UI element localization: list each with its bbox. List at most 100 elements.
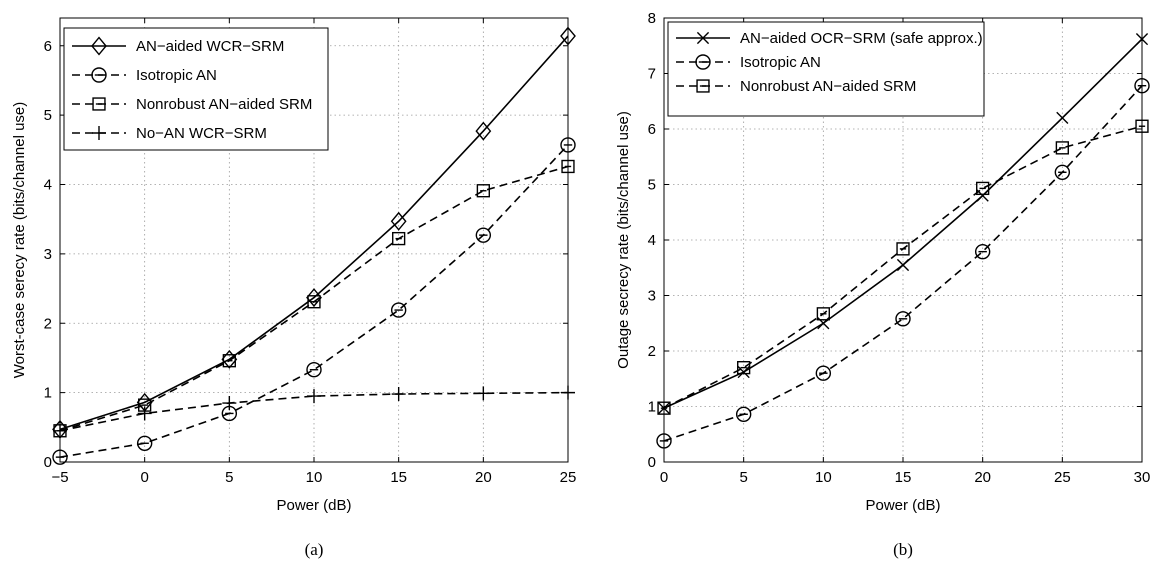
series-1-point [306, 288, 322, 308]
series-4-point-shape [476, 386, 491, 401]
series-4-point [307, 389, 321, 404]
series-4-point [137, 406, 152, 421]
series-1-point-shape [306, 288, 322, 308]
legend-label-4: No−AN WCR−SRM [136, 125, 267, 142]
y-tick-label: 5 [44, 107, 52, 124]
x-tick-label: 30 [1134, 469, 1151, 486]
legend-label-2: Isotropic AN [740, 54, 821, 71]
series-3-point [816, 307, 830, 321]
x-tick-label: 25 [560, 469, 577, 486]
series-2-point-shape [895, 311, 911, 327]
series-3-point-shape [392, 231, 406, 246]
series-1-point [1056, 111, 1069, 124]
series-1-point-shape [221, 349, 238, 369]
legend-box [63, 27, 329, 151]
series-3-point-shape [307, 295, 321, 309]
series-2-point [1054, 164, 1071, 180]
series-2-point-shape [735, 406, 752, 422]
legend-marker-3 [696, 79, 710, 93]
series-2-point-shape [390, 302, 407, 318]
series-3-point [307, 295, 321, 309]
y-tick-label: 4 [648, 232, 656, 249]
series-3-point-shape [476, 184, 490, 198]
legend: AN−aided WCR−SRM Isotropic AN Nonrobust AN… [63, 27, 329, 151]
legend-marker-1 [91, 36, 107, 56]
series-3-point [896, 242, 910, 256]
y-tick-label: 6 [648, 121, 656, 138]
series-4-point [476, 386, 491, 401]
series-4-point [222, 396, 237, 411]
series-3-point-shape [896, 242, 910, 256]
legend-marker-4-shape [92, 126, 106, 140]
legend-marker-2 [91, 67, 107, 83]
series-2-point-shape [475, 227, 492, 243]
series-1-point-shape [390, 211, 407, 231]
y-tick-label: 0 [648, 454, 656, 471]
x-tick-label: 5 [739, 469, 747, 486]
series-2-point [390, 302, 407, 318]
y-tick-label: 7 [648, 66, 656, 83]
series-1-point [737, 365, 750, 379]
y-tick-label: 1 [44, 385, 52, 402]
series-3-point [1055, 141, 1069, 155]
series-3-point [476, 184, 490, 198]
x-tick-label: 15 [390, 469, 407, 486]
series-3-point [737, 361, 751, 375]
series-3-point-shape [737, 361, 751, 375]
x-tick-label: 15 [895, 469, 912, 486]
series-2-point-shape [1054, 164, 1071, 180]
y-tick-label: 0 [44, 454, 52, 471]
chart-panel-b: 0 5 10 15 20 25 30 0 1 2 3 4 5 6 7 8 Power (dB) Outage … [615, 10, 1150, 559]
panel-label: (b) [893, 540, 913, 559]
series-1-point [390, 211, 407, 231]
series-2-point [306, 362, 322, 378]
series-3-point-shape [976, 181, 990, 196]
x-tick-label: 5 [225, 469, 233, 486]
y-tick-label: 4 [44, 177, 52, 194]
x-tick-label: 20 [974, 469, 991, 486]
series-4-point-shape [137, 406, 152, 421]
legend-label-3: Nonrobust AN−aided SRM [136, 96, 312, 113]
series-2-point [974, 243, 991, 260]
y-tick-label: 3 [44, 246, 52, 263]
series-3-point [392, 231, 406, 246]
series-3-point [222, 354, 236, 368]
x-axis-label: Power (dB) [865, 497, 940, 514]
series-3-point-shape [816, 307, 830, 321]
series-3-point [976, 181, 990, 196]
series-1-point-shape [737, 365, 750, 379]
x-tick-label: 10 [306, 469, 323, 486]
x-tick-label: 0 [660, 469, 668, 486]
legend-marker-2-shape [695, 54, 711, 70]
series-1-line [59, 35, 569, 431]
legend-label-2: Isotropic AN [136, 67, 217, 84]
series-4-point [391, 387, 406, 402]
series-4-point-shape [391, 387, 406, 402]
series-1-point-shape [475, 121, 492, 141]
series-4-point-shape [222, 396, 237, 411]
x-tick-label: 25 [1054, 469, 1071, 486]
series-4-point-shape [307, 389, 321, 404]
series-2-point-shape [306, 362, 322, 378]
series-2-point [475, 227, 492, 243]
series-2-point-shape [815, 365, 832, 381]
series-1-point [221, 349, 238, 369]
legend-marker-3-shape [92, 97, 106, 111]
y-tick-label: 1 [648, 399, 656, 416]
legend-marker-4 [92, 126, 106, 140]
legend-marker-1-shape [91, 36, 107, 56]
legend-marker-2 [695, 54, 711, 70]
series-2-point [895, 311, 911, 327]
legend-marker-3 [92, 97, 106, 111]
series-2-point-shape [136, 435, 153, 451]
legend-marker-1 [696, 31, 710, 45]
axis-ticks: 0 5 10 15 20 25 30 0 1 2 3 4 5 6 7 8 [648, 10, 1151, 486]
y-tick-label: 6 [44, 38, 52, 55]
series-2-point [136, 435, 153, 451]
series-1-point-shape [1056, 111, 1069, 124]
series-1-point [475, 121, 492, 141]
legend-label-1: AN−aided WCR−SRM [136, 38, 284, 55]
legend-marker-2-shape [91, 67, 107, 83]
x-tick-label: 10 [815, 469, 832, 486]
